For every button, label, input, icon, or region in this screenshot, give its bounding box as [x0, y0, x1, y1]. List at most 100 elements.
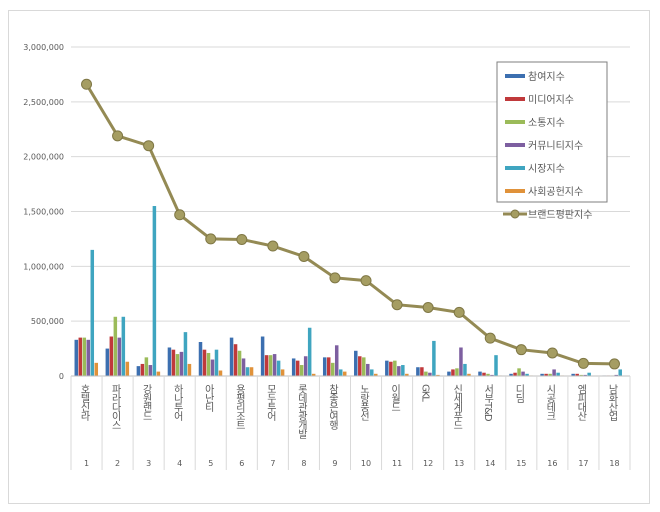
category-label: 남화산업	[606, 384, 618, 421]
bar	[614, 374, 618, 376]
bar	[451, 369, 455, 376]
bar	[268, 355, 273, 376]
bar	[579, 374, 583, 376]
rank-label: 13	[454, 459, 464, 468]
bar	[90, 249, 95, 376]
category-label: GKL	[420, 384, 431, 402]
bar	[237, 350, 242, 376]
rank-label: 14	[485, 459, 495, 468]
line-point	[236, 233, 248, 245]
y-tick-label: 1,500,000	[23, 208, 64, 217]
category-label: 이월드	[389, 384, 401, 411]
bar	[202, 349, 207, 376]
category-label: 시공테크	[544, 384, 556, 420]
bar	[556, 372, 560, 376]
line-point	[515, 344, 527, 356]
bars	[74, 206, 626, 376]
category-label: 아난티	[202, 384, 214, 413]
bar	[86, 339, 91, 376]
rank-label: 11	[392, 459, 402, 468]
bar	[148, 365, 153, 376]
bar	[156, 371, 161, 376]
bar	[513, 372, 517, 376]
bar	[436, 374, 440, 376]
bar	[167, 347, 172, 376]
bar	[218, 370, 223, 376]
bar	[482, 372, 486, 376]
bar	[618, 369, 622, 376]
bar	[187, 363, 192, 376]
bar	[370, 369, 374, 376]
bar	[152, 206, 157, 376]
bar	[276, 360, 281, 376]
line-point	[298, 250, 310, 262]
legend-swatch	[505, 97, 525, 101]
rank-label: 6	[239, 459, 244, 468]
rank-label: 16	[547, 459, 557, 468]
bar	[463, 363, 467, 376]
y-tick-label: 2,500,000	[23, 98, 64, 107]
line-point	[608, 358, 620, 370]
bar	[322, 357, 327, 376]
line-point	[453, 306, 465, 318]
line-point	[112, 130, 124, 142]
y-tick-label: 1,000,000	[23, 262, 64, 271]
category-label: 참좋은여행	[326, 384, 338, 430]
rank-label: 9	[332, 459, 337, 468]
bar	[214, 349, 219, 376]
category-label: 노랑풍선	[358, 384, 370, 421]
bar	[330, 362, 335, 376]
rank-label: 12	[423, 459, 433, 468]
rank-label: 2	[115, 459, 120, 468]
bar	[405, 373, 409, 376]
bar	[334, 345, 339, 376]
rank-label: 17	[578, 459, 588, 468]
bar	[121, 316, 126, 376]
line-point	[546, 347, 558, 359]
bar	[206, 352, 211, 376]
legend-swatch	[505, 189, 525, 193]
bar	[144, 357, 149, 376]
legend-label: 사회공헌지수	[528, 186, 583, 198]
line-point	[422, 301, 434, 313]
bar	[295, 360, 300, 376]
bar	[362, 357, 366, 376]
legend-label: 미디어지수	[528, 94, 574, 106]
bar	[401, 365, 405, 376]
bar	[552, 369, 556, 376]
category-label: 서부T&D	[482, 384, 494, 422]
bar	[525, 373, 529, 376]
bar	[82, 337, 87, 376]
line-point	[391, 299, 403, 311]
category-label: 용평리조트	[233, 384, 245, 429]
legend-marker	[510, 209, 520, 219]
bar	[358, 356, 362, 376]
bar	[299, 365, 304, 376]
bar	[509, 373, 513, 376]
line-point	[205, 233, 217, 245]
y-tick-label: 3,000,000	[23, 43, 64, 52]
bar	[467, 373, 471, 376]
bar	[354, 350, 358, 376]
bar	[490, 374, 494, 376]
bar	[229, 337, 234, 376]
category-label: 신세계푸드	[451, 384, 463, 429]
bar	[74, 339, 79, 376]
legend-label: 참여지수	[528, 71, 565, 83]
bar	[307, 327, 312, 376]
legend-label: 커뮤니티지수	[528, 140, 583, 152]
bar	[397, 366, 401, 376]
rank-label: 5	[208, 459, 213, 468]
chart-frame	[8, 10, 650, 504]
bar	[338, 369, 343, 376]
bar	[486, 373, 490, 376]
rank-label: 4	[177, 459, 182, 468]
category-label: 디딤	[513, 384, 524, 403]
bar	[385, 360, 389, 376]
legend-swatch	[505, 143, 525, 147]
line-point	[143, 140, 155, 152]
bar	[179, 351, 184, 376]
bar	[389, 361, 393, 376]
legend-swatch	[505, 120, 525, 124]
bar	[125, 361, 130, 376]
